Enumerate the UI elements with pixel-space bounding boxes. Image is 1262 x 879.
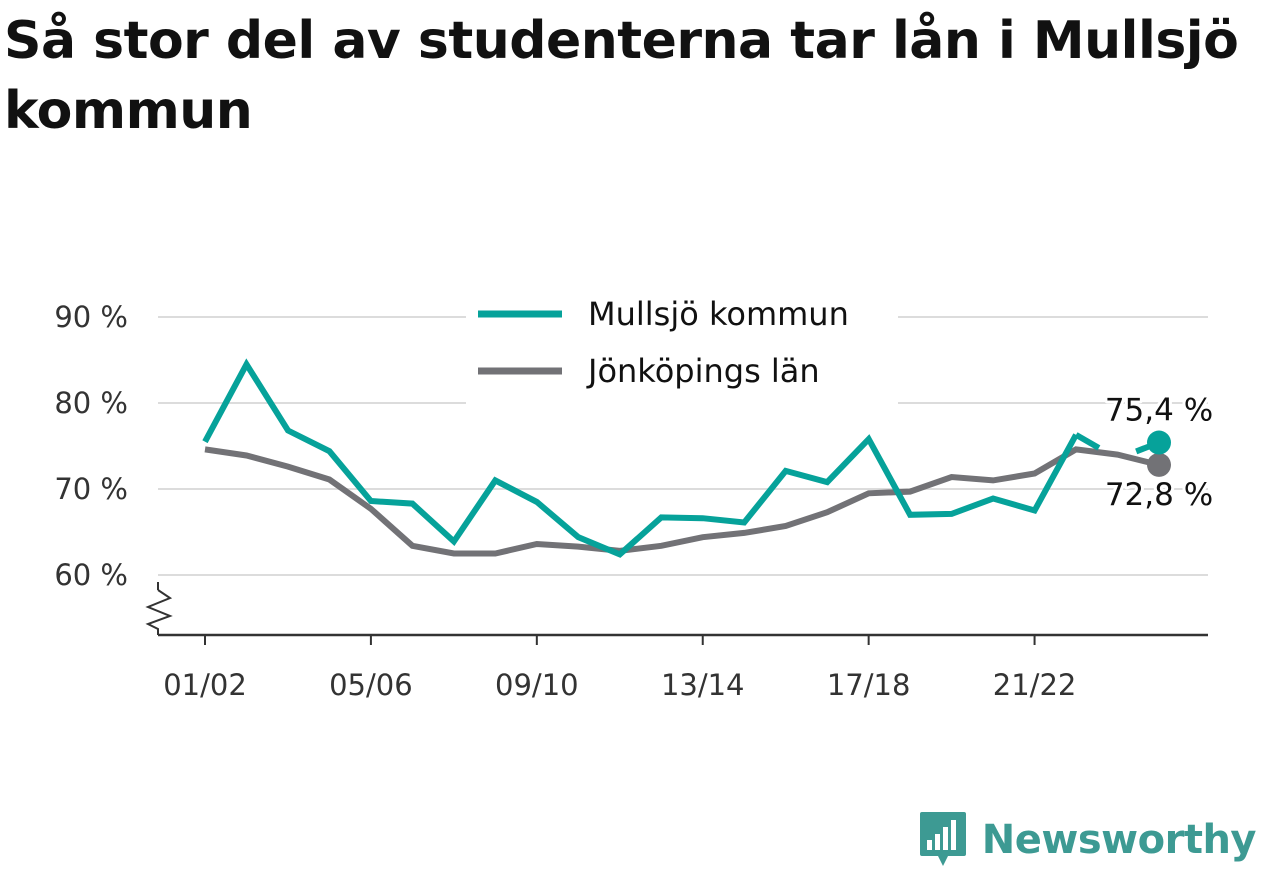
x-tick-label: 09/10 — [495, 668, 579, 702]
series-end-point — [1147, 430, 1171, 455]
series-line-stub — [1074, 432, 1101, 451]
x-tick-label: 05/06 — [329, 668, 413, 702]
y-tick-label: 70 % — [54, 472, 128, 506]
end-label-halo: 75,4 % — [1105, 393, 1213, 429]
brand-name: Newsworthy — [981, 817, 1257, 863]
brand: Newsworthy — [918, 805, 1257, 875]
x-tick-label: 13/14 — [661, 668, 745, 702]
legend-label: Jönköpings län — [586, 352, 820, 390]
axes: 60 % 70 % 80 % 90 % 01/02 05/06 09/10 13/14 17/1… — [54, 300, 1208, 702]
y-tick-label: 80 % — [54, 386, 128, 420]
end-labels: 75,4 %75,4 %72,8 %72,8 % — [1102, 390, 1216, 516]
y-tick-label: 60 % — [54, 558, 128, 592]
legend-label: Mullsjö kommun — [588, 295, 849, 333]
axis-break-icon — [145, 589, 173, 635]
x-tick-label: 21/22 — [993, 668, 1077, 702]
x-tick-label: 01/02 — [163, 668, 247, 702]
chart-title: Så stor del av studenterna tar lån i Mul… — [4, 11, 1239, 141]
series-end-point — [1147, 452, 1171, 477]
legend: Mullsjö kommun Jönköpings län — [466, 288, 898, 404]
end-label-halo: 72,8 % — [1105, 477, 1213, 513]
end-label: 72,8 % — [1105, 477, 1213, 513]
legend-background — [466, 288, 898, 404]
y-tick-label: 90 % — [54, 300, 128, 334]
newsworthy-logo-icon — [919, 812, 966, 866]
series-lines — [202, 358, 1171, 558]
series-line — [202, 358, 1079, 558]
series-line — [204, 446, 1160, 557]
end-label: 75,4 % — [1105, 393, 1213, 429]
x-tick-label: 17/18 — [827, 668, 911, 702]
